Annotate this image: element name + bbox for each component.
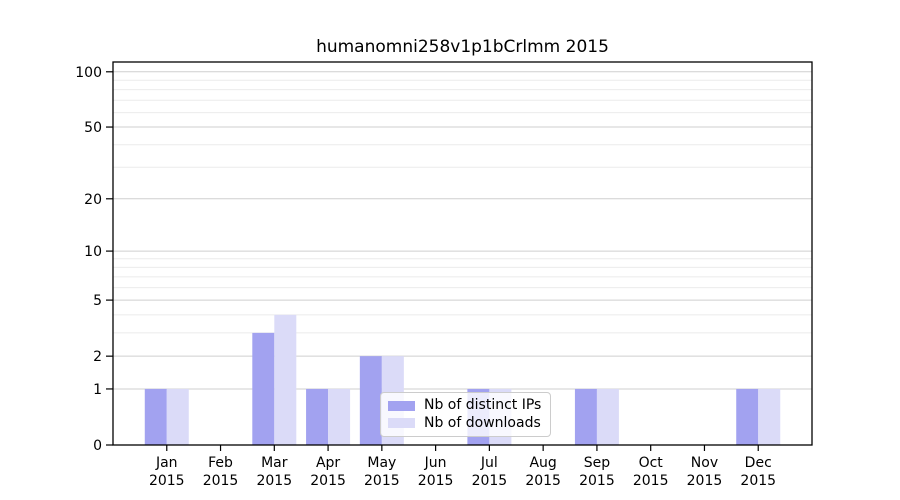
legend-swatch-downloads — [388, 418, 415, 429]
x-tick-label: Apr 2015 — [310, 455, 346, 489]
bar-nb-of-downloads-mar — [274, 314, 297, 445]
bar-nb-of-downloads-sep — [596, 388, 619, 445]
y-tick-label: 50 — [84, 120, 102, 136]
bar-nb-of-distinct-ips-sep — [574, 388, 597, 445]
bar-nb-of-distinct-ips-dec — [736, 388, 759, 445]
legend-swatch-distinct-ips — [388, 400, 415, 411]
x-tick-label: Nov 2015 — [687, 455, 723, 489]
legend-item-downloads: Nb of downloads — [388, 415, 541, 432]
x-tick-label: Jan 2015 — [149, 455, 185, 489]
y-tick-label: 0 — [93, 438, 102, 454]
y-tick-label: 2 — [93, 349, 102, 365]
x-tick-label: Sep 2015 — [579, 455, 615, 489]
chart-title: humanomni258v1p1bCrlmm 2015 — [316, 37, 609, 57]
legend-item-distinct-ips: Nb of distinct IPs — [388, 397, 541, 414]
bar-nb-of-distinct-ips-apr — [306, 388, 329, 445]
x-tick-label: Dec 2015 — [740, 455, 776, 489]
y-tick-label: 5 — [93, 293, 102, 309]
y-tick-label: 10 — [84, 244, 102, 260]
x-tick-label: Feb 2015 — [203, 455, 239, 489]
bar-nb-of-downloads-jan — [166, 388, 189, 445]
plot-frame — [112, 61, 813, 446]
legend-label-distinct-ips: Nb of distinct IPs — [424, 397, 542, 414]
legend: Nb of distinct IPs Nb of downloads — [380, 392, 552, 437]
y-tick-label: 100 — [75, 65, 102, 81]
bar-nb-of-downloads-dec — [758, 388, 781, 445]
x-tick-label: Jun 2015 — [418, 455, 454, 489]
bar-nb-of-distinct-ips-may — [359, 356, 382, 445]
bar-nb-of-distinct-ips-mar — [252, 332, 275, 445]
x-tick-label: Jul 2015 — [472, 455, 508, 489]
legend-label-downloads: Nb of downloads — [424, 414, 541, 431]
x-tick-label: Oct 2015 — [633, 455, 669, 489]
x-tick-label: Aug 2015 — [525, 455, 561, 489]
bar-nb-of-distinct-ips-jan — [144, 388, 167, 445]
x-tick-label: May 2015 — [364, 455, 400, 489]
x-tick-label: Mar 2015 — [256, 455, 292, 489]
y-tick-label: 20 — [84, 192, 102, 208]
y-tick-label: 1 — [93, 382, 102, 398]
bar-nb-of-downloads-apr — [328, 388, 351, 445]
